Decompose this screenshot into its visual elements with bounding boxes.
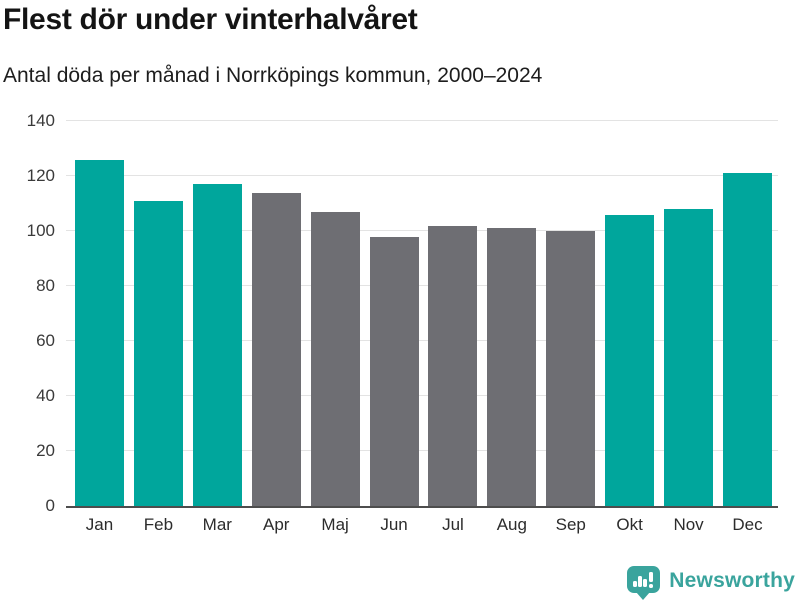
- x-tick-label-okt: Okt: [616, 515, 643, 534]
- bar-sep: [546, 231, 596, 506]
- y-axis-labels: 0 20 40 60 80 100 120 140: [0, 111, 55, 515]
- bar-dec: [722, 173, 772, 506]
- newsworthy-brand: Newsworthy: [627, 562, 795, 600]
- chart-title: Flest dör under vinterhalvåret: [3, 3, 418, 36]
- y-tick-label-60: 60: [36, 331, 55, 350]
- bar-mar: [192, 184, 242, 506]
- gridline-40: [66, 395, 778, 396]
- y-tick-label-20: 20: [36, 441, 55, 461]
- gridline-140: [66, 120, 778, 121]
- y-tick-label-120: 120: [26, 166, 55, 185]
- bar-jun: [369, 236, 419, 506]
- bar-jul: [428, 225, 478, 506]
- x-tick-label-maj: Maj: [321, 515, 349, 534]
- gridline-100: [66, 230, 778, 231]
- plot-area: [66, 120, 778, 508]
- y-tick-label-80: 80: [36, 276, 55, 296]
- bar-aug: [487, 228, 537, 506]
- gridline-120: [66, 175, 778, 176]
- bar-apr: [251, 192, 301, 506]
- brand-name: Newsworthy: [669, 569, 795, 592]
- x-tick-label-apr: Apr: [262, 515, 290, 534]
- y-tick-label-140: 140: [26, 111, 55, 130]
- x-tick-label-jan: Jan: [85, 515, 114, 534]
- chart-subtitle: Antal döda per månad i Norrköpings kommu…: [3, 64, 543, 87]
- gridline-20: [66, 450, 778, 451]
- logo-exclamation-dot-icon: [649, 584, 653, 588]
- bar-okt: [605, 214, 655, 506]
- x-axis-line: [66, 506, 778, 508]
- bar-jan: [75, 159, 124, 506]
- bars: [66, 121, 778, 506]
- x-tick-label-mar: Mar: [202, 515, 232, 534]
- x-tick-label-jun: Jun: [380, 515, 408, 534]
- bar-maj: [310, 211, 360, 506]
- logo-exclamation-icon: [649, 572, 653, 582]
- x-tick-label-nov: Nov: [673, 515, 704, 534]
- bar-feb: [133, 200, 183, 506]
- y-tick-label-0: 0: [45, 496, 55, 515]
- y-tick-label-100: 100: [26, 221, 55, 240]
- x-tick-label-jul: Jul: [442, 515, 464, 534]
- gridline-80: [66, 285, 778, 286]
- x-axis-labels: Jan Feb Mar Apr Maj Jun Jul Aug Sep Okt Nov Dec: [66, 515, 778, 535]
- logo-bar-icon: [643, 579, 647, 587]
- logo-bar-icon: [633, 581, 637, 587]
- gridline-60: [66, 340, 778, 341]
- logo-bar-icon: [638, 576, 642, 587]
- x-tick-label-feb: Feb: [143, 515, 174, 534]
- newsworthy-logo-icon: [627, 566, 661, 600]
- bar-nov: [664, 209, 714, 506]
- x-tick-label-sep: Sep: [555, 515, 586, 534]
- y-tick-label-40: 40: [36, 386, 55, 406]
- x-tick-label-aug: Aug: [496, 515, 527, 534]
- x-tick-label-dec: Dec: [732, 515, 763, 534]
